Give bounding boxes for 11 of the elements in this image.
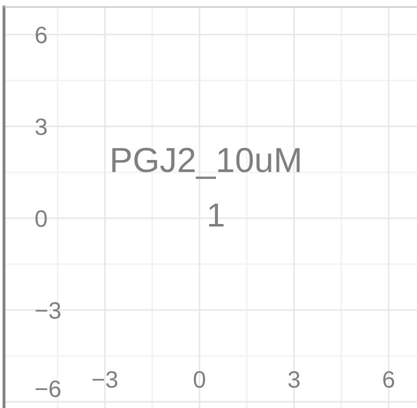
annotation: PGJ2_10uM <box>112 148 300 179</box>
y-tick-label: 0 <box>35 210 47 227</box>
annotation: 1 <box>209 204 224 227</box>
y-tick-label: 6 <box>36 26 47 44</box>
x-tick-label: −3 <box>92 371 118 388</box>
x-tick-label: 0 <box>194 371 206 388</box>
x-tick-label: 3 <box>288 371 300 388</box>
y-tick-label: −6 <box>36 380 60 398</box>
y-tick-label: 3 <box>35 118 47 136</box>
x-tick-label: 6 <box>383 371 394 388</box>
y-tick-label: −3 <box>36 302 60 319</box>
